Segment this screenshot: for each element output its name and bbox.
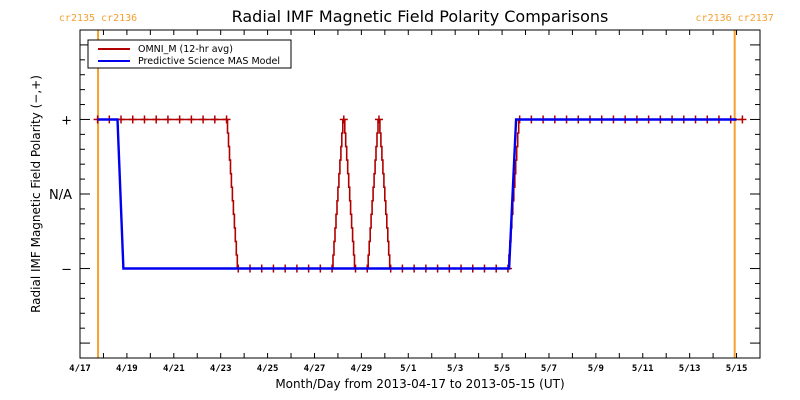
legend-label-omni: OMNI_M (12-hr avg) [138, 44, 233, 55]
x-tick-label: 5/5 [494, 364, 510, 374]
y-tick-label: − [61, 263, 72, 278]
carrington-label: cr2135 cr2136 [59, 13, 137, 24]
x-tick-label: 5/1 [400, 364, 416, 374]
y-tick-label: + [61, 113, 72, 128]
series-mas-model [97, 118, 737, 270]
x-tick-label: 4/29 [351, 364, 373, 374]
x-tick-label: 5/3 [447, 364, 463, 374]
legend-box [87, 39, 292, 69]
x-tick-label: 5/11 [632, 364, 654, 374]
plot-frame [79, 29, 761, 359]
chart-title: Radial IMF Magnetic Field Polarity Compa… [232, 7, 609, 26]
y-axis-label: Radial IMF Magnetic Field Polarity (−,+) [29, 75, 43, 313]
x-tick-label: 4/23 [210, 364, 232, 374]
series-line [97, 118, 743, 270]
series-omni [93, 115, 747, 273]
x-tick-label: 4/21 [163, 364, 185, 374]
x-tick-label: 4/17 [69, 364, 91, 374]
x-tick-label: 5/13 [679, 364, 701, 374]
x-tick-label: 4/19 [116, 364, 138, 374]
series-line [97, 118, 737, 270]
x-axis-label: Month/Day from 2013-04-17 to 2013-05-15 … [275, 377, 564, 391]
carrington-label: cr2136 cr2137 [696, 13, 774, 24]
legend-label-mas: Predictive Science MAS Model [138, 56, 280, 67]
x-tick-label: 5/15 [726, 364, 748, 374]
x-tick-label: 5/9 [588, 364, 604, 374]
x-tick-label: 4/25 [257, 364, 279, 374]
legend: OMNI_M (12-hr avg) Predictive Science MA… [87, 39, 292, 69]
x-tick-label: 5/7 [541, 364, 557, 374]
x-tick-label: 4/27 [304, 364, 326, 374]
y-tick-label: N/A [49, 188, 72, 203]
